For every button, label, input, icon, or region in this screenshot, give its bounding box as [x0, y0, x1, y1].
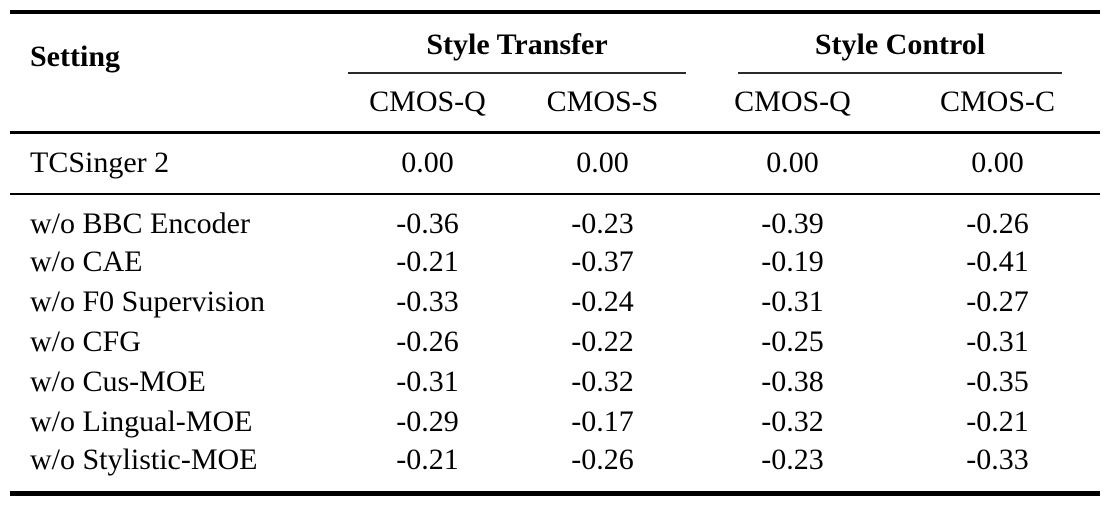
value-cell: -0.23: [571, 207, 634, 240]
value-cell: -0.32: [571, 365, 634, 398]
value-cell: -0.21: [396, 245, 459, 278]
column-header-st-cmos-q: CMOS-Q: [369, 85, 486, 119]
column-header-sc-cmos-q: CMOS-Q: [734, 85, 851, 119]
value-cell: -0.24: [571, 285, 634, 318]
ablation-section: w/o BBC Encoder -0.36 -0.23 -0.39 -0.26 …: [10, 194, 1100, 494]
value-cell: -0.31: [761, 285, 824, 318]
value-cell: -0.36: [396, 207, 459, 240]
setting-cell: w/o CFG: [30, 325, 141, 358]
value-cell: -0.31: [396, 365, 459, 398]
table-row: w/o Lingual-MOE -0.29 -0.17 -0.32 -0.21: [10, 402, 1100, 442]
value-cell: -0.39: [761, 207, 824, 240]
value-cell: -0.35: [966, 365, 1029, 398]
table-row-baseline: TCSinger 2 0.00 0.00 0.00 0.00: [10, 132, 1100, 194]
value-cell: -0.21: [396, 443, 459, 476]
value-cell: 0.00: [971, 146, 1024, 180]
value-cell: -0.19: [761, 245, 824, 278]
table-row: w/o F0 Supervision -0.33 -0.24 -0.31 -0.…: [10, 282, 1100, 322]
value-cell: -0.31: [966, 325, 1029, 358]
setting-cell: w/o Lingual-MOE: [30, 405, 253, 438]
value-cell: -0.33: [396, 285, 459, 318]
value-cell: -0.38: [761, 365, 824, 398]
setting-cell: TCSinger 2: [30, 146, 170, 180]
value-cell: -0.21: [966, 405, 1029, 438]
value-cell: -0.41: [966, 245, 1029, 278]
value-cell: -0.33: [966, 443, 1029, 476]
ablation-results-table: Setting Style Transfer Style Control CMO…: [10, 10, 1100, 496]
subheader-row: CMOS-Q CMOS-S CMOS-Q CMOS-C: [10, 74, 1100, 132]
setting-cell: w/o CAE: [30, 245, 143, 278]
value-cell: -0.26: [396, 325, 459, 358]
group-header-row: Setting Style Transfer Style Control: [10, 12, 1100, 74]
setting-header-label: Setting: [30, 40, 120, 74]
value-cell: -0.23: [761, 443, 824, 476]
value-cell: 0.00: [401, 146, 454, 180]
group-header-style-transfer: Style Transfer: [340, 12, 690, 74]
style-transfer-group-label: Style Transfer: [348, 27, 686, 74]
table-row: w/o CAE -0.21 -0.37 -0.19 -0.41: [10, 242, 1100, 282]
column-header-sc-cmos-c: CMOS-C: [939, 85, 1056, 119]
setting-cell: w/o F0 Supervision: [30, 285, 266, 318]
group-header-style-control: Style Control: [690, 12, 1100, 74]
value-cell: -0.37: [571, 245, 634, 278]
value-cell: -0.26: [571, 443, 634, 476]
table-row: w/o BBC Encoder -0.36 -0.23 -0.39 -0.26: [10, 194, 1100, 242]
value-cell: -0.22: [571, 325, 634, 358]
value-cell: -0.25: [761, 325, 824, 358]
table-row: w/o CFG -0.26 -0.22 -0.25 -0.31: [10, 322, 1100, 362]
style-control-group-label: Style Control: [738, 27, 1062, 74]
value-cell: -0.29: [396, 405, 459, 438]
setting-cell: w/o Cus-MOE: [30, 365, 206, 398]
table-row: w/o Cus-MOE -0.31 -0.32 -0.38 -0.35: [10, 362, 1100, 402]
column-header-st-cmos-s: CMOS-S: [546, 85, 659, 119]
value-cell: -0.32: [761, 405, 824, 438]
baseline-section: TCSinger 2 0.00 0.00 0.00 0.00: [10, 132, 1100, 194]
setting-cell: w/o Stylistic-MOE: [30, 443, 258, 476]
value-cell: -0.27: [966, 285, 1029, 318]
table-header: Setting Style Transfer Style Control CMO…: [10, 12, 1100, 132]
column-header-setting: Setting: [10, 12, 340, 132]
value-cell: -0.17: [571, 405, 634, 438]
value-cell: 0.00: [766, 146, 819, 180]
setting-cell: w/o BBC Encoder: [30, 207, 250, 240]
value-cell: -0.26: [966, 207, 1029, 240]
table-row: w/o Stylistic-MOE -0.21 -0.26 -0.23 -0.3…: [10, 442, 1100, 494]
value-cell: 0.00: [576, 146, 629, 180]
